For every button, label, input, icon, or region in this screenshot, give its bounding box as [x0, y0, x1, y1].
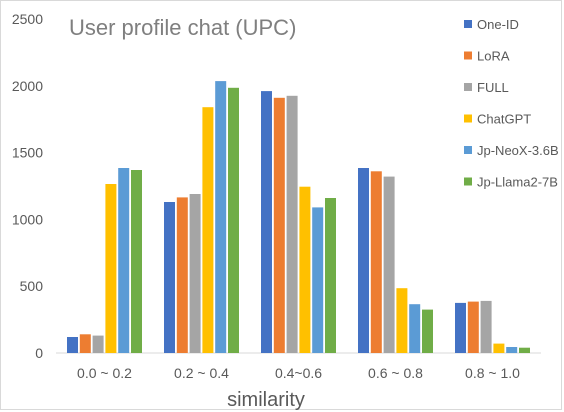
bar-full	[189, 194, 201, 353]
bar-jp-llama2-7b	[519, 347, 530, 353]
bar-full	[480, 300, 492, 353]
legend-swatch	[464, 146, 472, 154]
bar-jp-neox-3-6b	[312, 207, 324, 353]
bar-lora	[176, 197, 188, 353]
bar-lora	[467, 301, 479, 353]
bar-jp-neox-3-6b	[118, 168, 130, 353]
x-tick-label: 0.0 ~ 0.2	[77, 365, 132, 381]
bar-jp-llama2-7b	[131, 170, 142, 353]
y-tick-label: 1500	[12, 145, 43, 161]
bar-one-id	[358, 168, 369, 353]
y-axis-ticks: 0 500 1000 1500 2000 2500	[12, 11, 43, 361]
bar-jp-neox-3-6b	[215, 81, 227, 353]
legend-label: ChatGPT	[477, 112, 531, 127]
x-axis-ticks: 0.0 ~ 0.2 0.2 ~ 0.4 0.4~0.6 0.6 ~ 0.8 0.8 ~ …	[77, 365, 520, 381]
legend-swatch	[464, 20, 472, 28]
bar-full	[383, 176, 395, 353]
bar-chatgpt	[396, 288, 408, 353]
legend-label: One-ID	[477, 17, 519, 32]
y-tick-label: 0	[35, 345, 43, 361]
legend: One-ID LoRA FULL ChatGPT Jp-NeoX-3.6B Jp-Llam…	[464, 17, 559, 190]
bar-one-id	[455, 302, 466, 353]
bar-jp-llama2-7b	[325, 198, 336, 353]
x-tick-label: 0.4~0.6	[275, 365, 322, 381]
bar-jp-llama2-7b	[422, 309, 433, 353]
bar-chatgpt	[202, 107, 214, 353]
bar-chatgpt	[493, 343, 505, 353]
y-tick-label: 1000	[12, 211, 43, 227]
chart-title: User profile chat (UPC)	[69, 15, 296, 40]
y-tick-label: 2000	[12, 78, 43, 94]
bar-one-id	[261, 91, 272, 353]
bar-jp-neox-3-6b	[506, 347, 518, 353]
x-tick-label: 0.6 ~ 0.8	[368, 365, 423, 381]
bar-chatgpt	[299, 186, 311, 353]
bar-one-id	[164, 202, 175, 353]
legend-swatch	[464, 114, 472, 123]
x-axis-title: similarity	[227, 389, 305, 411]
bar-jp-neox-3-6b	[409, 304, 421, 353]
bar-lora	[370, 171, 382, 353]
legend-label: LoRA	[477, 49, 510, 64]
bar-lora	[273, 97, 285, 353]
legend-label: FULL	[477, 80, 509, 95]
x-tick-label: 0.2 ~ 0.4	[174, 365, 229, 381]
legend-swatch	[464, 177, 472, 186]
x-tick-label: 0.8 ~ 1.0	[465, 365, 520, 381]
bar-chatgpt	[105, 184, 117, 353]
legend-label: Jp-Llama2-7B	[477, 175, 558, 190]
bar-full	[286, 95, 298, 354]
bar-full	[92, 335, 104, 353]
bar-one-id	[67, 337, 78, 353]
bar-jp-llama2-7b	[228, 87, 239, 354]
bar-lora	[79, 334, 91, 353]
y-tick-label: 2500	[12, 11, 43, 27]
legend-swatch	[464, 51, 472, 60]
y-tick-label: 500	[20, 278, 44, 294]
legend-swatch	[464, 83, 472, 91]
bars-group	[67, 81, 530, 354]
legend-label: Jp-NeoX-3.6B	[477, 143, 559, 158]
